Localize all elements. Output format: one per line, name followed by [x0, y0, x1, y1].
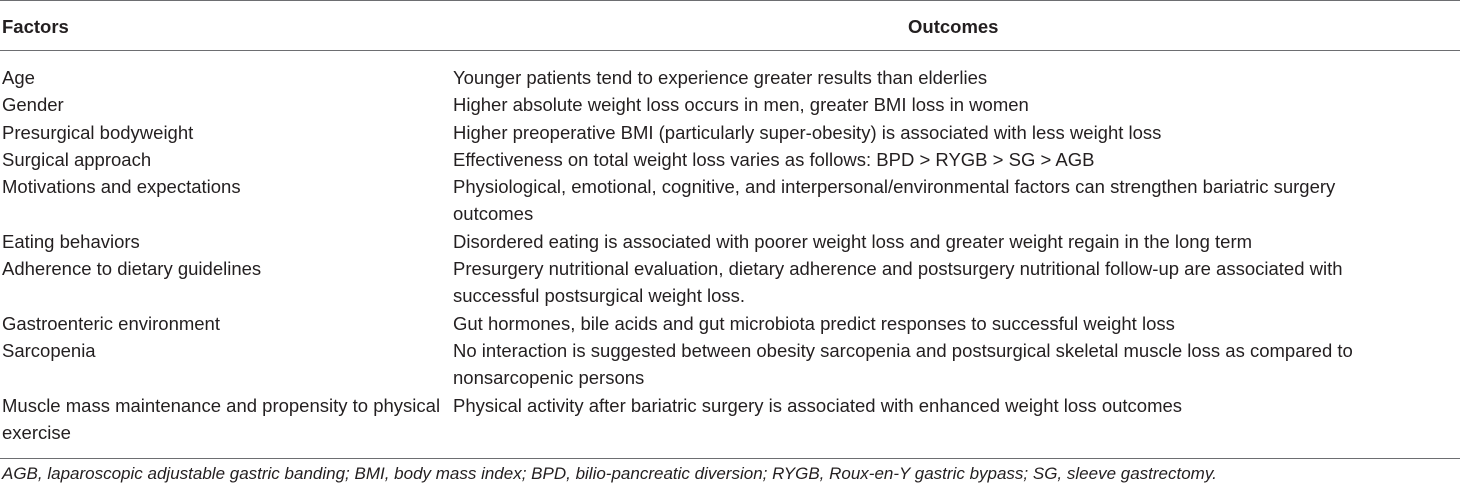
outcome-cell: Physical activity after bariatric surger… — [453, 394, 1183, 416]
outcome-cell: Presurgery nutritional evaluation, dieta… — [453, 258, 1343, 307]
table-footnote: AGB, laparoscopic adjustable gastric ban… — [2, 464, 1217, 483]
table-header: Factors Outcomes — [0, 14, 1460, 40]
factor-cell: Age — [2, 67, 35, 88]
outcome-cell: Physiological, emotional, cognitive, and… — [453, 176, 1336, 225]
outcome-cell: Higher preoperative BMI (particularly su… — [453, 121, 1162, 143]
table-row: Motivations and expectations Physiologic… — [0, 173, 1460, 228]
factor-cell: Eating behaviors — [2, 230, 140, 252]
factor-cell: Presurgical bodyweight — [2, 121, 194, 143]
header-factors: Factors — [2, 16, 69, 37]
factor-cell: Gastroenteric environment — [2, 312, 220, 334]
outcome-cell: No interaction is suggested between obes… — [453, 339, 1353, 389]
table-row: Muscle mass maintenance and propensity t… — [0, 392, 1460, 447]
factor-cell: Adherence to dietary guidelines — [2, 258, 262, 280]
table-row: Presurgical bodyweight Higher preoperati… — [0, 119, 1460, 146]
table-row: Surgical approach Effectiveness on total… — [0, 146, 1460, 173]
top-rule — [0, 0, 1460, 1]
header-outcomes: Outcomes — [908, 16, 999, 37]
factor-cell: Motivations and expectations — [2, 176, 241, 198]
outcome-cell: Effectiveness on total weight loss varie… — [453, 148, 1095, 170]
table-row: Gender Higher absolute weight loss occur… — [0, 91, 1460, 118]
table-row: Sarcopenia No interaction is suggested b… — [0, 337, 1460, 392]
table-row: Eating behaviors Disordered eating is as… — [0, 228, 1460, 255]
outcome-cell: Disordered eating is associated with poo… — [453, 230, 1253, 252]
table-row: Gastroenteric environment Gut hormones, … — [0, 310, 1460, 337]
table-row: Age Younger patients tend to experience … — [0, 64, 1460, 91]
factor-cell: Sarcopenia — [2, 339, 96, 361]
table-body: Age Younger patients tend to experience … — [0, 64, 1460, 446]
outcome-cell: Younger patients tend to experience grea… — [453, 67, 988, 88]
bottom-rule — [0, 458, 1460, 459]
factor-cell: Surgical approach — [2, 148, 152, 170]
table-row: Adherence to dietary guidelines Presurge… — [0, 255, 1460, 310]
header-rule — [0, 50, 1460, 51]
factor-cell: Gender — [2, 94, 64, 116]
outcome-cell: Gut hormones, bile acids and gut microbi… — [453, 312, 1175, 334]
outcome-cell: Higher absolute weight loss occurs in me… — [453, 94, 1029, 116]
factor-cell: Muscle mass maintenance and propensity t… — [2, 394, 441, 443]
